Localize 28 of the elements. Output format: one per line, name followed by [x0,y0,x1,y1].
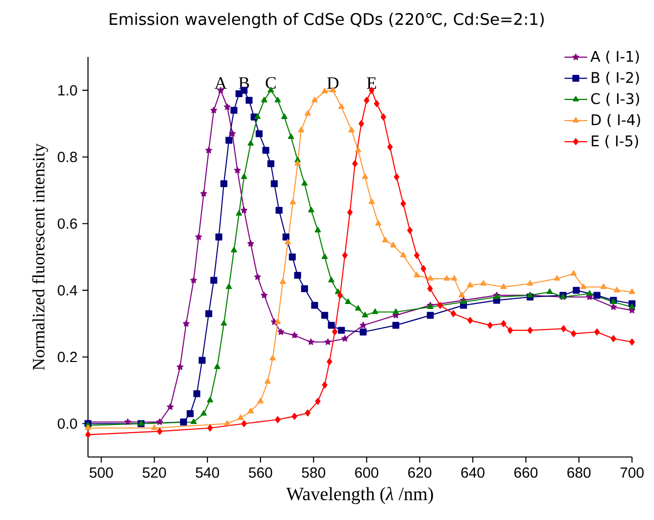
x-tick-label: 700 [620,467,644,478]
x-tick-label: 560 [248,467,272,478]
chart-title: Emission wavelength of CdSe QDs (220℃, Cd:Se=2:1) [110,12,544,28]
y-tick-label: 0.0 [58,418,78,429]
x-tick-label: 660 [514,467,538,478]
legend-label: E ( Ⅰ-5) [592,135,638,148]
legend-label: B ( Ⅰ-2) [592,72,639,85]
x-tick-label: 540 [196,467,220,478]
x-tick-label: 500 [90,467,113,478]
x-tick-label: 600 [355,467,378,478]
legend-label: D ( Ⅰ-4) [592,114,640,128]
y-tick-label: 0.6 [58,218,77,229]
legend-label: C ( Ⅰ-3) [591,92,640,106]
annotation: D [327,77,338,89]
x-tick-label: 580 [302,467,326,478]
x-axis-title: Wavelength (λ /nm) [286,486,433,504]
y-tick-label: 0.2 [58,352,77,362]
x-tick-label: 680 [567,467,591,478]
x-tick-label: 620 [408,467,432,478]
legend-label: A ( Ⅰ-1) [590,50,639,64]
annotation: A [214,77,227,89]
y-tick-label: 0.4 [58,285,78,296]
y-tick-label: 0.8 [58,152,77,162]
x-tick-label: 520 [142,467,166,478]
y-tick-label: 1.0 [58,85,78,96]
annotation: C [266,77,276,89]
y-axis-title: Normalized fluorescent intensity [32,143,48,370]
x-tick-label: 640 [461,467,484,478]
